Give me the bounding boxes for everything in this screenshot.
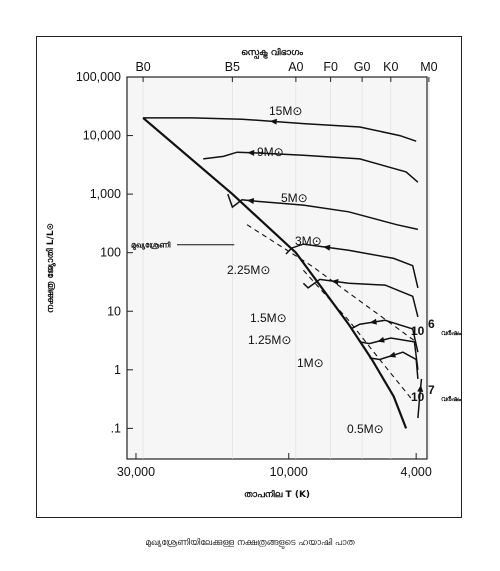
isochrone-line [302, 269, 414, 401]
track-direction-arrow [417, 384, 424, 392]
track-direction-arrow [247, 149, 255, 156]
track-direction-arrow [331, 278, 339, 285]
isochrone-suffix: വർഷം [441, 329, 461, 337]
track-direction-arrow [246, 198, 255, 204]
hr-diagram-chart: സ്പെക്ട്ര വിഭാഗം 30,000 10,000 4,000 100,0… [44, 46, 461, 500]
figure-panel: സ്പെക്ട്ര വിഭാഗം 30,000 10,000 4,000 100,0… [36, 36, 462, 518]
spectral-class-label: M0 [420, 60, 437, 74]
spectral-class-label: K0 [383, 60, 398, 74]
track-mass-label: 1M⊙ [297, 356, 324, 370]
y-tick-label: 100 [100, 246, 121, 260]
spectral-class-ticks: B0 B5 A0 F0 G0 K0 M0 [135, 60, 438, 82]
y-axis-title: നക്ഷത്ര ജ്യോതി L/L⊙ [44, 223, 56, 313]
y-tick-label: 10 [107, 304, 121, 318]
spectral-class-label: G0 [354, 60, 371, 74]
spectral-class-label: F0 [323, 60, 338, 74]
evolution-track-line [285, 243, 419, 289]
evolution-track-line [359, 337, 419, 370]
track-direction-arrow [323, 244, 331, 251]
main-sequence-label: മുഖ്യശ്രേണി [131, 240, 171, 251]
track-direction-arrow [377, 336, 385, 343]
track-mass-label: 1.5M⊙ [250, 311, 287, 325]
top-axis-title: സ്പെക്ട്ര വിഭാഗം [241, 46, 303, 59]
evolution-track-line [227, 193, 419, 231]
y-tick-label: 1 [114, 363, 121, 377]
plot-frame [126, 76, 428, 460]
evolution-tracks [143, 117, 424, 419]
figure-caption: മുഖ്യശ്രേണിയിലേക്കുള്ള നക്ഷത്രങ്ങളുടെ ഹയ… [145, 538, 355, 548]
track-direction-arrow [388, 351, 397, 358]
x-tick-label: 4,000 [401, 465, 432, 479]
track-direction-arrow [369, 318, 377, 325]
track-mass-label: 2.25M⊙ [227, 263, 270, 277]
isochrone-exponent: 7 [428, 383, 435, 397]
track-direction-arrow [269, 118, 277, 125]
track-mass-label: 5M⊙ [281, 191, 308, 205]
main-sequence-layer: മുഖ്യശ്രേണി [131, 117, 408, 429]
track-mass-label: 9M⊙ [257, 145, 284, 159]
evolution-track-line [350, 319, 419, 353]
track-mass-label: 15M⊙ [269, 104, 302, 118]
evolution-track-line [203, 151, 419, 183]
grid-layer [142, 77, 430, 459]
evolution-track-line [302, 278, 419, 318]
evolution-track-line [143, 117, 417, 142]
track-mass-label: 1.25M⊙ [248, 333, 291, 347]
x-axis-ticks: 30,000 10,000 4,000 [117, 453, 432, 479]
y-tick-label: 100,000 [76, 70, 121, 84]
spectral-class-label: B5 [225, 60, 240, 74]
y-tick-label: .1 [111, 421, 121, 435]
y-axis-ticks: 100,000 10,000 1,000 100 10 1 .1 [76, 70, 133, 435]
y-tick-label: 1,000 [90, 187, 121, 201]
x-tick-label: 10,000 [270, 465, 308, 479]
x-axis-title: താപനില T (K) [244, 488, 310, 500]
y-tick-label: 10,000 [83, 129, 121, 143]
x-tick-label: 30,000 [117, 465, 155, 479]
isochrone-suffix: വർഷം [441, 395, 461, 403]
track-mass-label: 0.5M⊙ [347, 422, 384, 436]
main-sequence-line [142, 117, 408, 429]
spectral-class-label: A0 [288, 60, 303, 74]
isochrone-exponent: 6 [428, 317, 435, 331]
isochrone-label: 10 [411, 390, 425, 404]
track-mass-label: 3M⊙ [295, 234, 322, 248]
track-labels: 15M⊙ 9M⊙ 5M⊙ 3M⊙ 2.25M⊙ 1.5M⊙ 1.25M⊙ 1M⊙ 0.5M⊙ [227, 104, 384, 436]
spectral-class-label: B0 [135, 60, 150, 74]
evolution-track-line [369, 351, 419, 379]
